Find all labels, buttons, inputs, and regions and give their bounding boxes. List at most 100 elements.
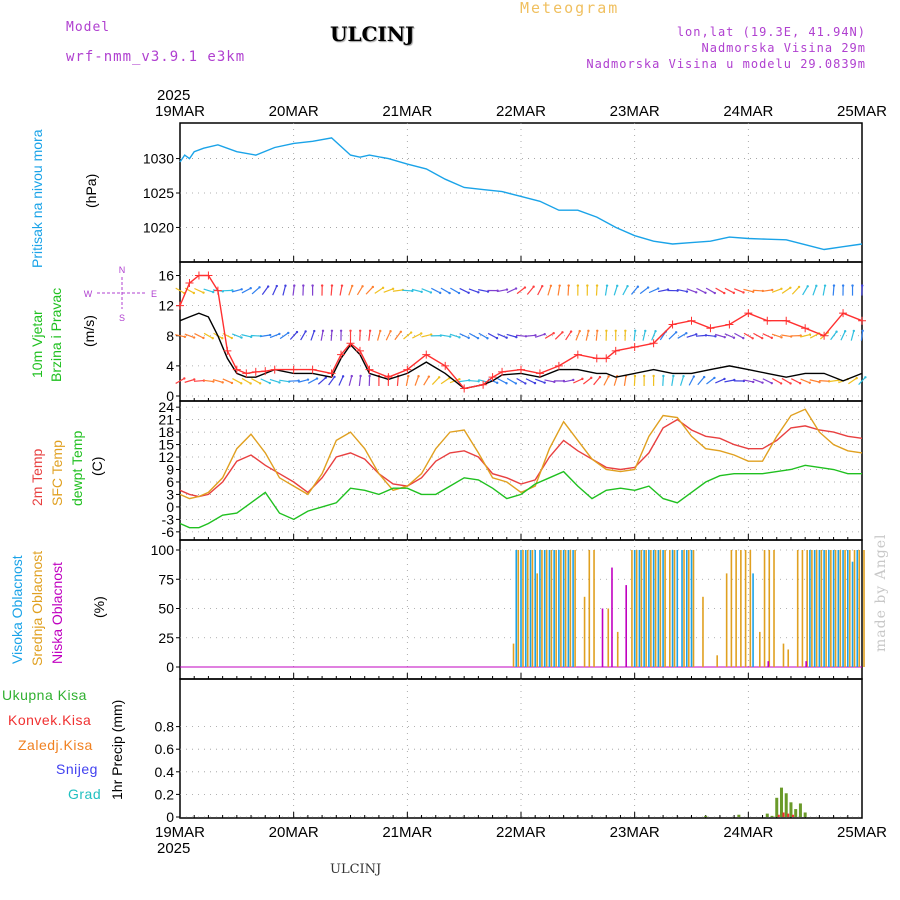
wind-arrow [696,287,706,294]
wind-arrow [557,285,561,296]
wind-arrow-head [411,289,414,293]
wind-arrow [762,289,773,292]
y-tick-label: 0.2 [155,786,175,802]
gust-marker [460,384,469,393]
wind-arrow-head [572,378,575,382]
gust-marker [355,346,364,355]
wind-arrow-head [258,286,261,289]
wind-arrow [300,331,307,341]
wind-arrow [383,288,394,293]
wind-arrow [812,285,817,296]
wind-arrow [544,379,555,383]
wind-arrow-head [313,329,316,333]
bottom-year-label: 2025 [157,840,190,857]
wind-arrow [563,379,574,383]
wind-series-1 [179,274,863,390]
wind-arrow [348,375,353,386]
wind-arrow [241,287,251,294]
wind-arrow-head [211,337,214,340]
wind-arrow-head [851,284,854,287]
wind-arrow [421,333,432,338]
wind-arrow-head [581,377,584,381]
wind-arrow [860,330,864,341]
wind-arrow [840,330,846,341]
wind-arrow-head [633,374,637,378]
gust-marker [488,373,497,382]
gust-marker [176,301,184,310]
wind-arrow [772,377,782,384]
wind-arrow-head [533,381,537,385]
wind-arrow-head [742,291,745,294]
wind-arrow [317,377,327,385]
wind-arrow [478,332,488,339]
bottom-date-label: 22MAR [496,824,546,841]
wind-arrow-head [797,285,801,289]
wind-arrow-head [644,329,647,333]
bottom-date-label: 24MAR [723,824,773,841]
gust-marker [535,369,544,378]
wind-arrow [631,286,639,295]
wind-arrow [298,379,309,383]
gust-marker [763,316,772,325]
gust-marker [204,271,213,280]
wind-arrow-head [339,329,343,332]
wind-arrow-head [193,378,196,381]
bottom-date-label: 20MAR [269,824,319,841]
wind-arrow [595,330,598,341]
wind-arrow [348,285,353,296]
gust-marker [611,346,620,355]
wind-arrow [403,332,412,340]
gust-marker [185,279,194,288]
wind-arrow [686,333,697,338]
wind-arrow-head [578,329,581,333]
wind-arrow-head [789,382,792,385]
gust-marker [858,316,866,325]
wind-arrow-head [417,375,420,378]
wind-arrow-head [514,287,518,290]
gust-marker [365,365,374,374]
gust-marker [687,316,696,325]
y-tick-label: 9 [166,462,174,478]
wind-arrow-head [742,336,745,340]
wind-arrow [506,333,517,338]
y-tick-label: 0 [166,809,174,825]
y-tick-label: 15 [158,437,174,453]
precip-bar-convective [777,814,780,817]
wind-arrow [648,288,659,294]
wind-arrow [431,376,440,385]
wind-arrow [468,379,479,382]
legend-snow: Snijeg [56,761,98,777]
compass-n: N [119,265,126,275]
wind-arrow [440,377,450,385]
y-tick-label: 100 [151,542,175,558]
gust-marker [289,365,298,374]
wind-arrow [633,375,636,386]
top-date-label: 24MAR [723,103,773,120]
wind-arrow [328,376,335,386]
wind-arrow-head [770,381,773,385]
panels: 1020102510300481216-6-303691215182124025… [143,122,867,825]
precip-bar-convective [791,814,794,817]
wind-arrow-head [808,381,812,384]
wind-arrow-head [249,287,252,290]
location-label: lon,lat (19.3E, 41.94N) [676,25,866,39]
wind-arrow-head [349,329,352,332]
wind-arrow-head [268,333,272,337]
y-tick-label: 3 [166,486,174,502]
wind-arrow [595,285,598,296]
wind-arrow-head [514,382,518,385]
wind-arrow-head [295,330,299,334]
wind-arrow [212,378,223,383]
wind-arrow-head [429,333,433,336]
wind-arrow [222,378,233,384]
wind-arrow [771,288,782,293]
station-title: ULCINJ [330,22,415,46]
wind-arrow [743,379,754,383]
gust-marker [346,339,355,348]
wind-arrow-head [860,284,864,287]
precip-bar-total [770,815,774,817]
wind-arrow [535,378,545,384]
wind-arrow [506,287,517,294]
wind-arrow-head [624,329,627,332]
